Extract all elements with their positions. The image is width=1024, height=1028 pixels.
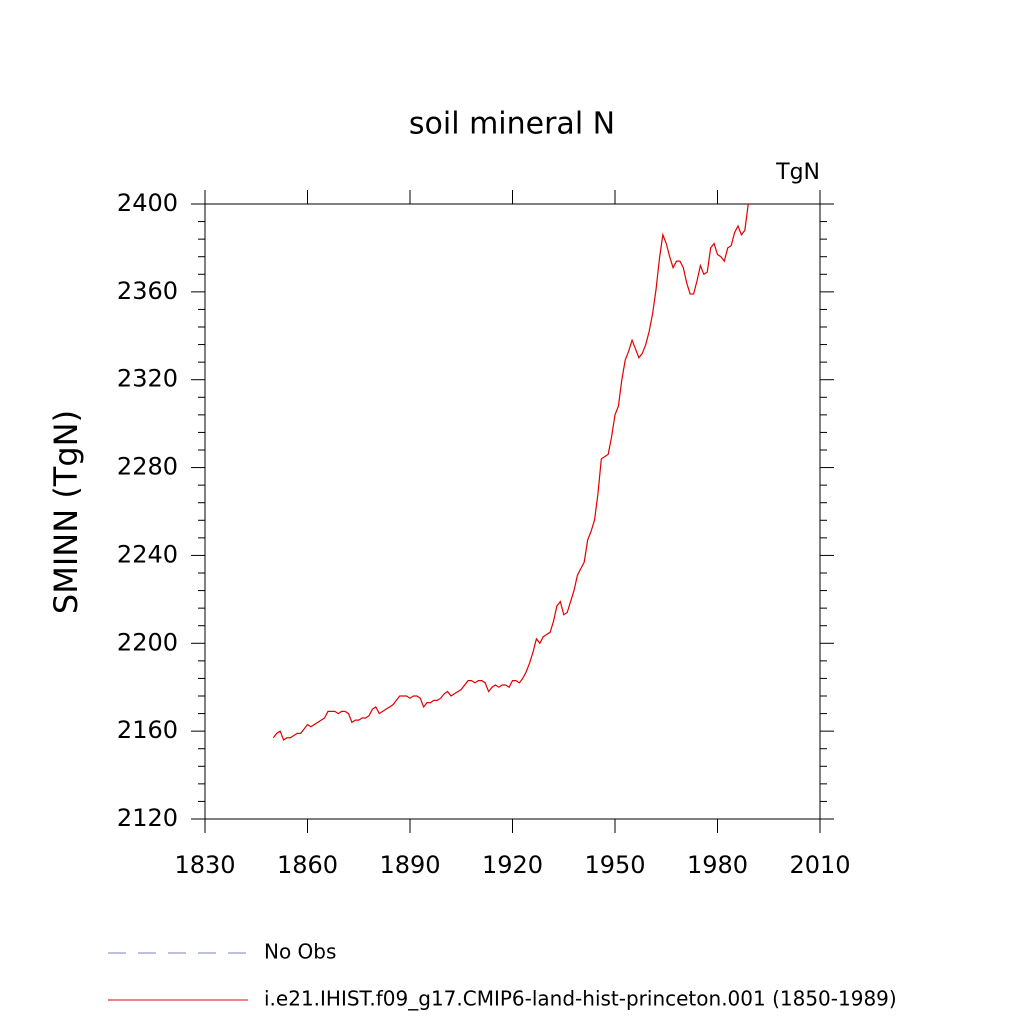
y-axis-title: SMINN (TgN) bbox=[47, 410, 85, 614]
legend-label: No Obs bbox=[264, 940, 336, 964]
y-tick-label: 2360 bbox=[117, 277, 178, 305]
units-label: TgN bbox=[775, 160, 820, 185]
x-tick-label: 1890 bbox=[379, 851, 440, 879]
x-tick-label: 1860 bbox=[277, 851, 338, 879]
y-tick-label: 2200 bbox=[117, 628, 178, 656]
x-tick-label: 1830 bbox=[174, 851, 235, 879]
x-tick-label: 1950 bbox=[584, 851, 645, 879]
y-tick-label: 2320 bbox=[117, 365, 178, 393]
y-tick-label: 2400 bbox=[117, 189, 178, 217]
chart-title: soil mineral N bbox=[409, 107, 615, 142]
y-tick-label: 2120 bbox=[117, 804, 178, 832]
x-tick-label: 1920 bbox=[482, 851, 543, 879]
x-tick-label: 2010 bbox=[789, 851, 850, 879]
data-line bbox=[272, 203, 749, 741]
y-tick-label: 2280 bbox=[117, 453, 178, 481]
legend-label: i.e21.IHIST.f09_g17.CMIP6-land-hist-prin… bbox=[264, 987, 897, 1011]
y-tick-label: 2160 bbox=[117, 716, 178, 744]
y-tick-label: 2240 bbox=[117, 540, 178, 568]
x-tick-label: 1980 bbox=[687, 851, 748, 879]
